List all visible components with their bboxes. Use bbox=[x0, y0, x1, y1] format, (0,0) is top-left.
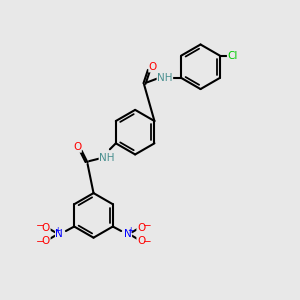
Text: −: − bbox=[142, 237, 152, 247]
Text: −: − bbox=[142, 220, 152, 231]
Text: O: O bbox=[42, 223, 50, 233]
Text: O: O bbox=[42, 236, 50, 246]
Text: +: + bbox=[54, 226, 60, 235]
Text: O: O bbox=[73, 142, 81, 152]
Text: O: O bbox=[137, 236, 145, 246]
Text: Cl: Cl bbox=[227, 51, 238, 61]
Text: +: + bbox=[127, 226, 133, 235]
Text: −: − bbox=[36, 237, 44, 247]
Text: O: O bbox=[137, 223, 145, 233]
Text: −: − bbox=[36, 220, 44, 231]
Text: NH: NH bbox=[157, 73, 172, 83]
Text: N: N bbox=[56, 229, 63, 239]
Text: O: O bbox=[149, 62, 157, 72]
Text: NH: NH bbox=[99, 153, 115, 163]
Text: N: N bbox=[124, 229, 132, 239]
